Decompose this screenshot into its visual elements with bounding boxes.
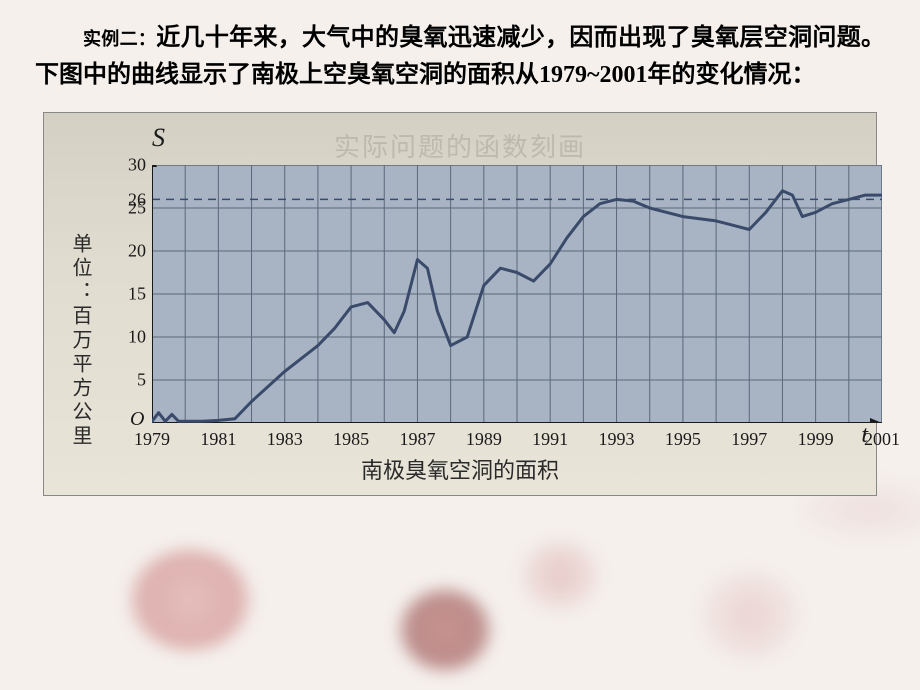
y-variable-label: S [152,123,165,153]
y-tick-label: 15 [128,284,146,305]
chart-svg [152,165,882,423]
x-tick-label: 1981 [200,429,236,450]
x-tick-label: 1983 [267,429,303,450]
decoration-petal [400,590,490,670]
y-tick-label: 5 [137,370,146,391]
x-tick-label: 1995 [665,429,701,450]
y-tick-label: 30 [128,155,146,176]
chart-caption: 南极臭氧空洞的面积 [44,453,876,485]
y-tick-label: 20 [128,241,146,262]
plot-area: O 51015202526301979198119831985198719891… [152,165,882,423]
x-tick-label: 1991 [532,429,568,450]
y-tick-label: 26 [128,189,146,210]
decoration-petal [700,570,800,660]
origin-label: O [130,408,144,431]
x-tick-label: 1997 [731,429,767,450]
x-tick-label: 1993 [599,429,635,450]
y-axis-label: 单位：百万平方公里 [66,233,95,449]
content-area: 实例二：近几十年来，大气中的臭氧迅速减少，因而出现了臭氧层空洞问题。下图中的曲线… [0,0,920,496]
y-tick-label: 10 [128,327,146,348]
example-label: 实例二： [83,29,156,49]
x-tick-label: 2001 [864,429,900,450]
chart-container: 实际问题的函数刻画 函数建模 单位：百万平方公里 S t O 510152025… [43,112,877,496]
decoration-petal [520,540,600,610]
x-tick-label: 1987 [399,429,435,450]
decoration-petal [130,550,250,650]
chart-inner: 实际问题的函数刻画 函数建模 单位：百万平方公里 S t O 510152025… [44,113,876,495]
x-tick-label: 1989 [466,429,502,450]
watermark-text-1: 实际问题的函数刻画 [44,127,876,164]
x-tick-label: 1985 [333,429,369,450]
x-tick-label: 1979 [134,429,170,450]
intro-paragraph: 实例二：近几十年来，大气中的臭氧迅速减少，因而出现了臭氧层空洞问题。下图中的曲线… [35,20,885,94]
intro-body: 近几十年来，大气中的臭氧迅速减少，因而出现了臭氧层空洞问题。下图中的曲线显示了南… [35,25,885,88]
x-tick-label: 1999 [798,429,834,450]
